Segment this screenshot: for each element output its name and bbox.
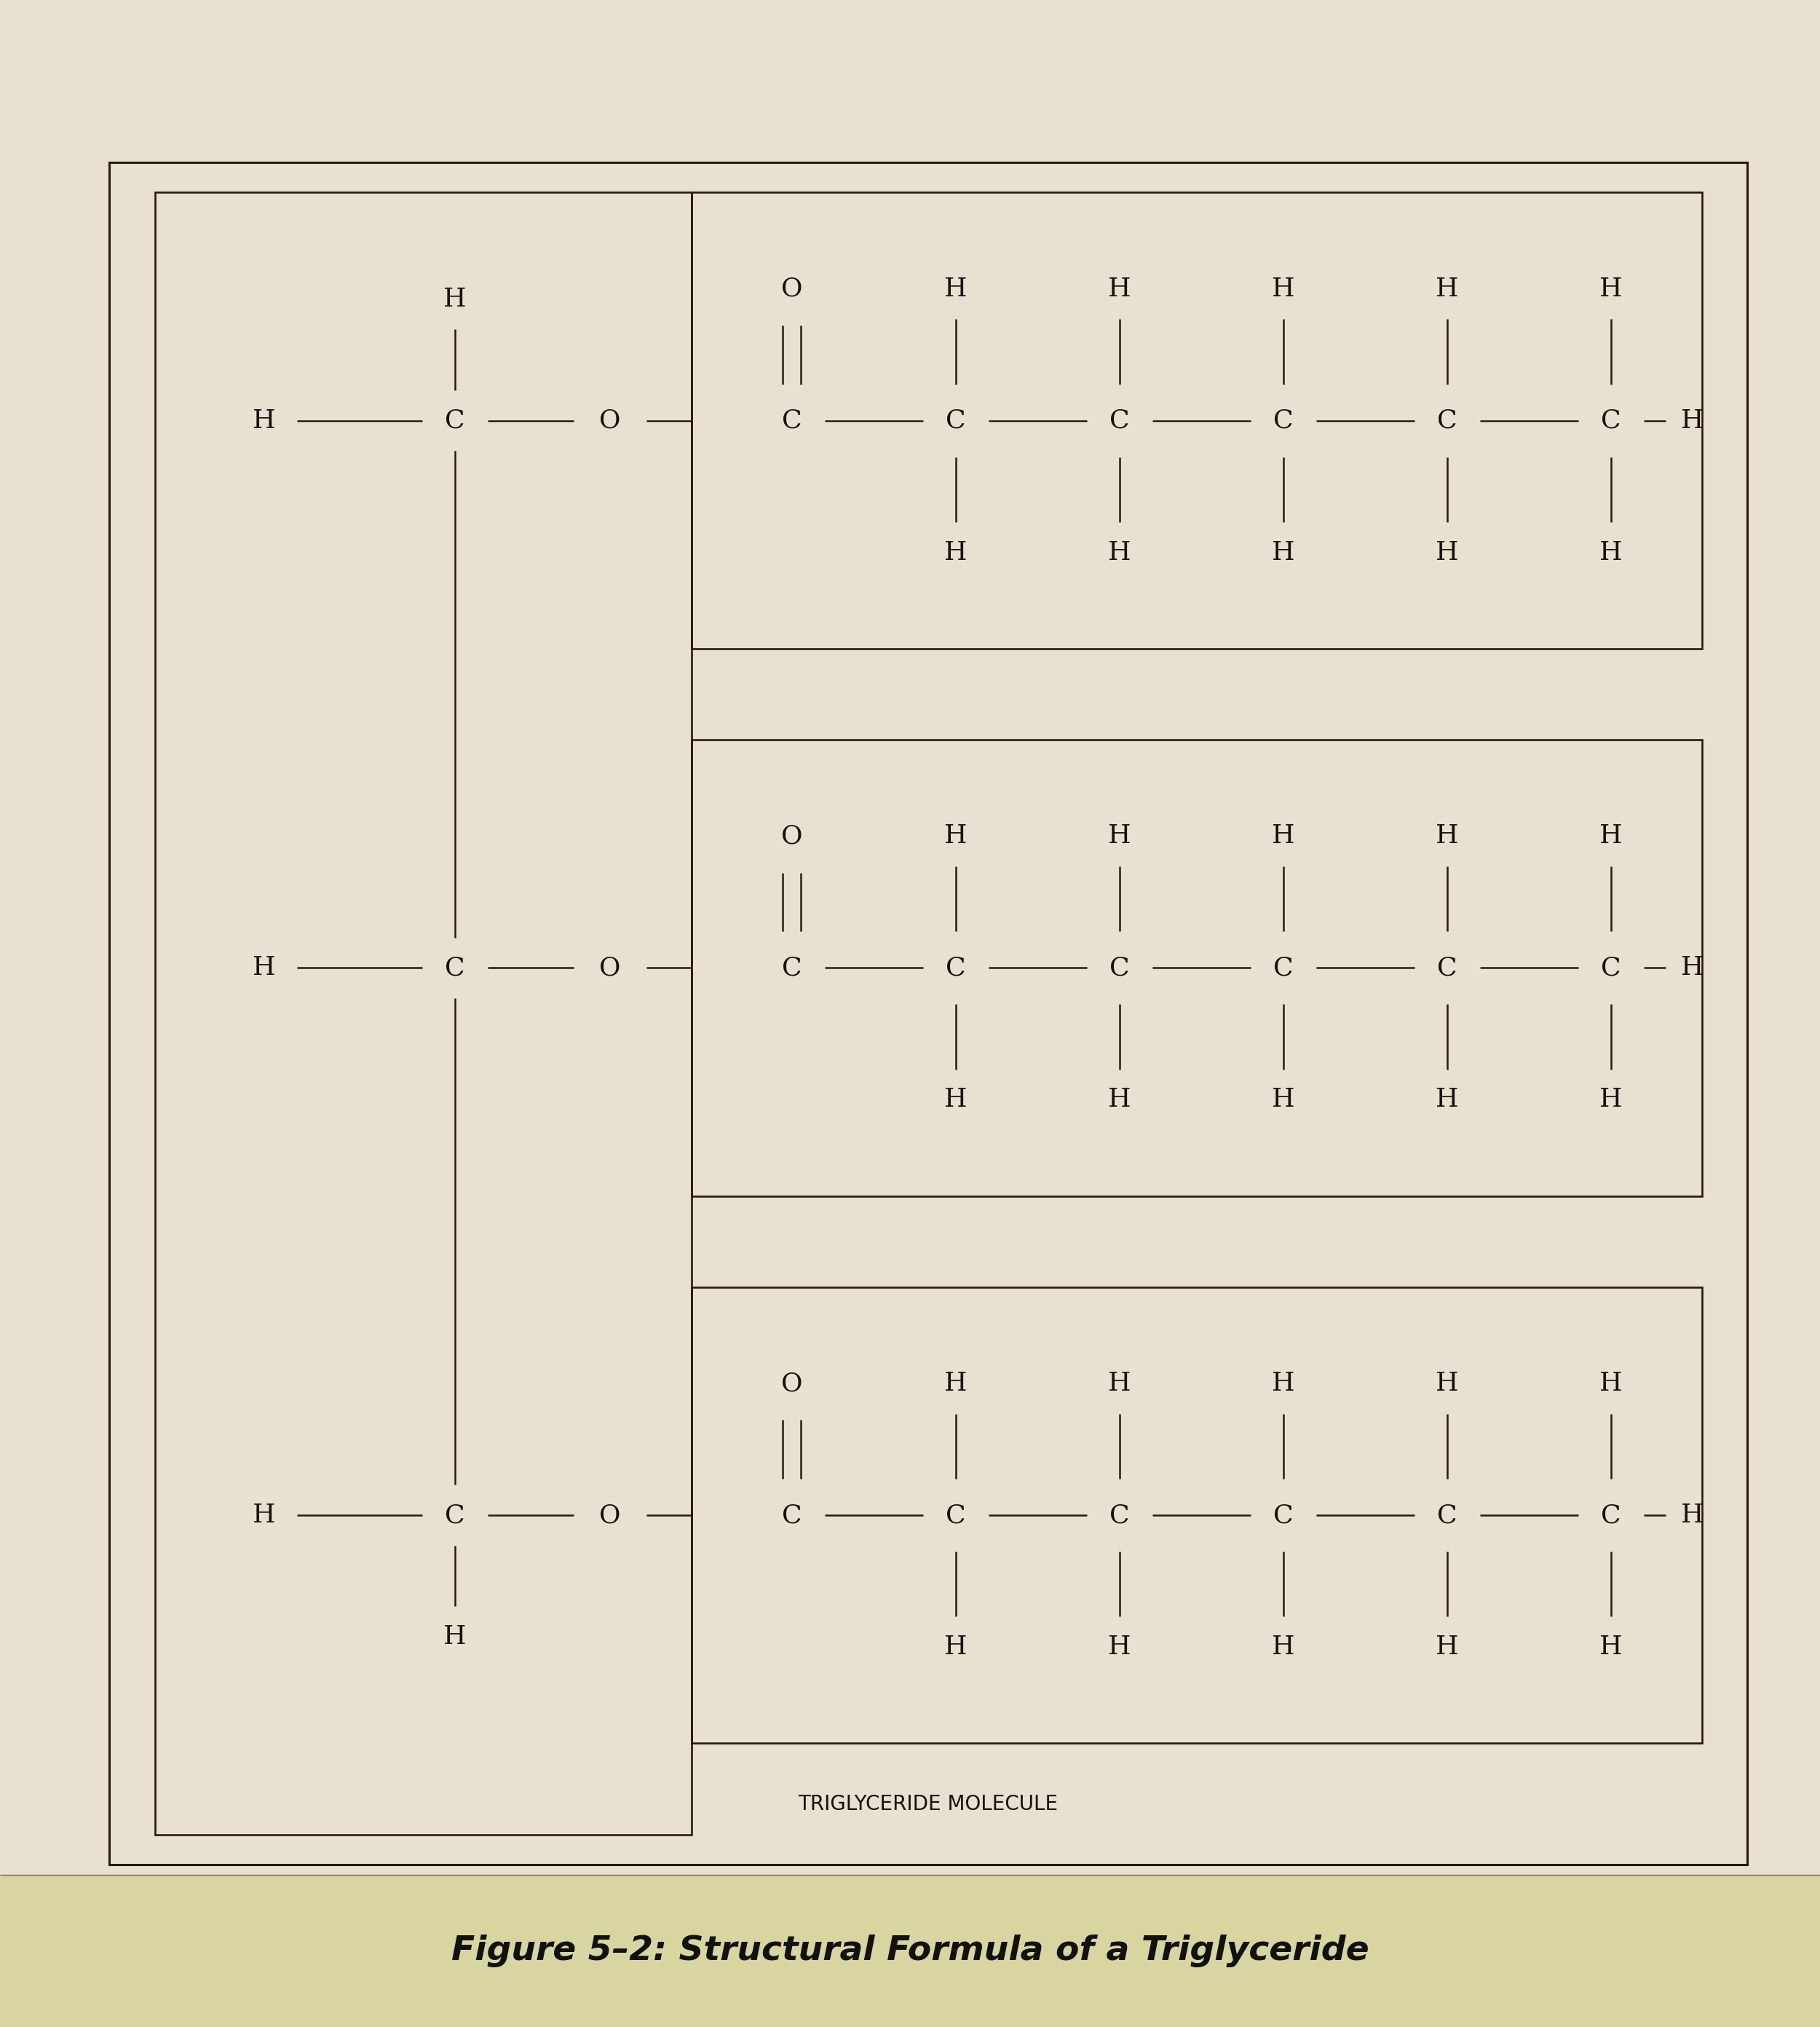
- Text: C: C: [781, 955, 803, 981]
- Text: Figure 5–2: Structural Formula of a Triglyceride: Figure 5–2: Structural Formula of a Trig…: [451, 1934, 1369, 1968]
- Text: C: C: [945, 1502, 966, 1528]
- Text: H: H: [1436, 276, 1458, 302]
- Text: C: C: [1108, 407, 1130, 434]
- Text: H: H: [1108, 823, 1130, 849]
- Bar: [692, 740, 1702, 1196]
- Text: H: H: [1600, 1634, 1622, 1660]
- Text: H: H: [1436, 1634, 1458, 1660]
- Text: H: H: [1272, 823, 1294, 849]
- Text: H: H: [1682, 1502, 1704, 1528]
- Text: O: O: [781, 276, 803, 302]
- Text: H: H: [1436, 539, 1458, 566]
- Text: H: H: [1436, 823, 1458, 849]
- Text: H: H: [1272, 276, 1294, 302]
- Text: O: O: [781, 1370, 803, 1397]
- Text: H: H: [1272, 1086, 1294, 1113]
- Text: H: H: [253, 407, 275, 434]
- Text: H: H: [1108, 276, 1130, 302]
- Text: H: H: [945, 539, 966, 566]
- Text: H: H: [945, 276, 966, 302]
- Text: H: H: [1436, 1370, 1458, 1397]
- Text: C: C: [1272, 1502, 1294, 1528]
- Text: TRIGLYCERIDE MOLECULE: TRIGLYCERIDE MOLECULE: [799, 1794, 1057, 1814]
- Text: C: C: [1272, 955, 1294, 981]
- Bar: [109, 162, 1747, 1865]
- Text: H: H: [1272, 1370, 1294, 1397]
- Text: H: H: [444, 1624, 466, 1650]
- Text: C: C: [444, 1502, 466, 1528]
- Text: H: H: [1600, 823, 1622, 849]
- Text: H: H: [253, 1502, 275, 1528]
- Text: H: H: [1108, 1634, 1130, 1660]
- Bar: [692, 193, 1702, 649]
- Text: H: H: [1600, 1086, 1622, 1113]
- Text: H: H: [945, 1370, 966, 1397]
- Text: O: O: [599, 1502, 621, 1528]
- Text: H: H: [1272, 1634, 1294, 1660]
- Text: C: C: [1436, 1502, 1458, 1528]
- Text: H: H: [945, 1634, 966, 1660]
- Bar: [692, 1287, 1702, 1743]
- Bar: [155, 193, 692, 1834]
- Text: C: C: [1436, 955, 1458, 981]
- Text: H: H: [253, 955, 275, 981]
- Text: C: C: [444, 955, 466, 981]
- Text: H: H: [1272, 539, 1294, 566]
- Text: H: H: [945, 1086, 966, 1113]
- Text: H: H: [1600, 539, 1622, 566]
- Text: H: H: [444, 286, 466, 312]
- Text: O: O: [599, 955, 621, 981]
- Text: H: H: [1600, 1370, 1622, 1397]
- Text: C: C: [1600, 1502, 1622, 1528]
- Text: C: C: [945, 955, 966, 981]
- Text: H: H: [1108, 539, 1130, 566]
- Text: C: C: [781, 1502, 803, 1528]
- Text: C: C: [1436, 407, 1458, 434]
- Text: C: C: [1272, 407, 1294, 434]
- Text: O: O: [781, 823, 803, 849]
- Text: H: H: [1682, 407, 1704, 434]
- Text: H: H: [1436, 1086, 1458, 1113]
- Text: C: C: [1600, 407, 1622, 434]
- Text: H: H: [1600, 276, 1622, 302]
- Text: C: C: [1108, 955, 1130, 981]
- Text: H: H: [1108, 1086, 1130, 1113]
- Text: C: C: [1108, 1502, 1130, 1528]
- Text: O: O: [599, 407, 621, 434]
- Text: C: C: [781, 407, 803, 434]
- Bar: [0, 1875, 1820, 2027]
- Text: C: C: [1600, 955, 1622, 981]
- Text: H: H: [1108, 1370, 1130, 1397]
- Text: C: C: [444, 407, 466, 434]
- Text: H: H: [945, 823, 966, 849]
- Text: C: C: [945, 407, 966, 434]
- Text: H: H: [1682, 955, 1704, 981]
